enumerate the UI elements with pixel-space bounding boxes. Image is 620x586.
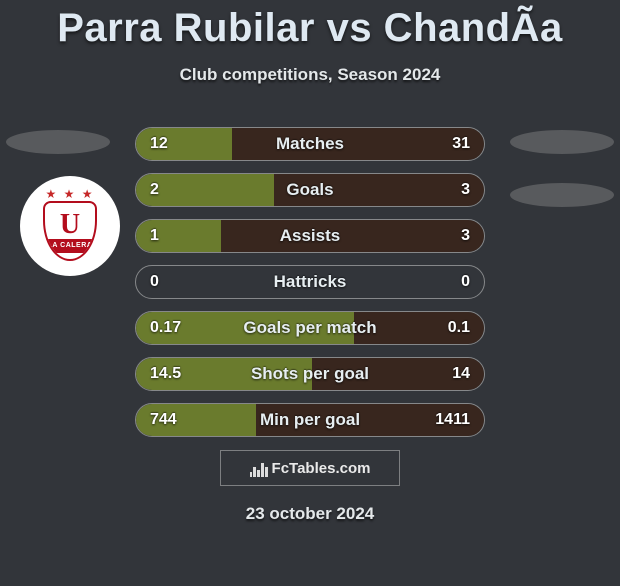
- stat-row: 2Goals3: [135, 173, 485, 207]
- comparison-bars: 12Matches312Goals31Assists30Hattricks00.…: [135, 127, 485, 449]
- bars-icon: [250, 459, 268, 477]
- stat-value-left: 0: [136, 273, 206, 291]
- stat-label: Assists: [206, 226, 414, 246]
- stat-value-right: 0.1: [414, 319, 484, 337]
- stat-row: 14.5Shots per goal14: [135, 357, 485, 391]
- stat-row: 0.17Goals per match0.1: [135, 311, 485, 345]
- footer-date: 23 october 2024: [0, 504, 620, 524]
- stat-value-left: 12: [136, 135, 206, 153]
- stat-label: Goals per match: [206, 318, 414, 338]
- badge-stars-icon: ★ ★ ★: [38, 187, 102, 201]
- subtitle: Club competitions, Season 2024: [0, 65, 620, 85]
- stat-row: 1Assists3: [135, 219, 485, 253]
- stat-label: Shots per goal: [206, 364, 414, 384]
- stat-value-right: 3: [414, 181, 484, 199]
- stat-row: 0Hattricks0: [135, 265, 485, 299]
- stat-value-left: 744: [136, 411, 206, 429]
- stat-row: 744Min per goal1411: [135, 403, 485, 437]
- stat-row: 12Matches31: [135, 127, 485, 161]
- stat-value-left: 14.5: [136, 365, 206, 383]
- stat-value-left: 1: [136, 227, 206, 245]
- stat-value-right: 14: [414, 365, 484, 383]
- badge-letter: U: [45, 209, 95, 241]
- club-right-shadow: [510, 183, 614, 207]
- stat-label: Matches: [206, 134, 414, 154]
- watermark: FcTables.com: [220, 450, 400, 486]
- badge-shield-icon: U LA CALERA: [43, 201, 97, 261]
- stat-value-left: 2: [136, 181, 206, 199]
- player-right-shadow: [510, 130, 614, 154]
- stat-value-right: 0: [414, 273, 484, 291]
- watermark-text: FcTables.com: [272, 460, 371, 477]
- stat-label: Hattricks: [206, 272, 414, 292]
- club-badge-left: ★ ★ ★ U LA CALERA: [20, 176, 120, 276]
- badge-banner: LA CALERA: [43, 239, 97, 253]
- stat-label: Goals: [206, 180, 414, 200]
- stat-value-right: 1411: [414, 411, 484, 429]
- page-title: Parra Rubilar vs ChandÃ­a: [0, 6, 620, 51]
- stat-value-right: 31: [414, 135, 484, 153]
- stat-label: Min per goal: [206, 410, 414, 430]
- stat-value-right: 3: [414, 227, 484, 245]
- player-left-shadow: [6, 130, 110, 154]
- stat-value-left: 0.17: [136, 319, 206, 337]
